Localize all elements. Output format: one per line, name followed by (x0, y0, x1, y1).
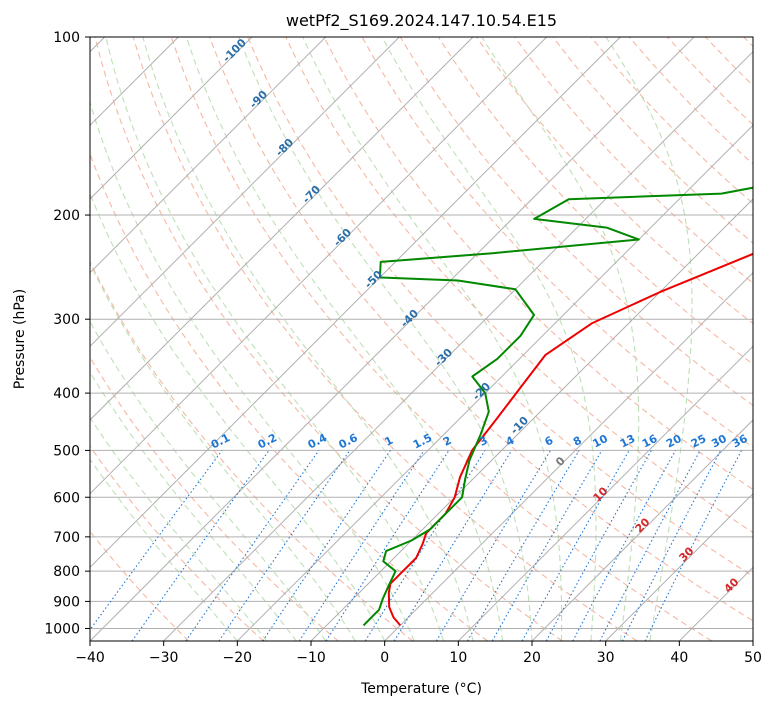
moist-adiabat-line (90, 416, 268, 641)
dry-adiabat-line (132, 37, 638, 641)
moist-adiabat-line (142, 37, 474, 641)
x-tick-label: 50 (744, 650, 762, 666)
moist-adiabat-line (605, 37, 693, 641)
isotherm-line (90, 37, 253, 200)
x-axis-label: Temperature (°C) (360, 681, 482, 697)
isotherm-line (90, 37, 548, 495)
moist-adiabat-line (105, 37, 445, 641)
mixing-ratio-line (131, 450, 270, 641)
dry-adiabat-line (90, 356, 339, 641)
dry-adiabat-line (285, 37, 753, 534)
moist-adiabat-line (90, 320, 327, 641)
isotherm-line (90, 37, 621, 569)
isotherm-line (236, 124, 753, 641)
x-tick-label: 20 (523, 650, 541, 666)
y-tick-label: 100 (53, 30, 80, 46)
isotherm-line (163, 50, 753, 641)
moist-adiabat-line (90, 262, 356, 641)
isotherm-line (531, 419, 753, 641)
isotherm-line (384, 271, 753, 641)
moist-adiabat-line (481, 37, 640, 641)
x-tick-label: −20 (223, 650, 253, 666)
mixing-ratio-line (644, 450, 742, 641)
moist-adiabat-line (90, 371, 297, 641)
dry-adiabat-line (208, 37, 753, 622)
y-tick-label: 700 (53, 530, 80, 546)
mixing-ratio-label: 10 (590, 432, 610, 451)
y-tick-label: 800 (53, 564, 80, 580)
y-tick-label: 500 (53, 443, 80, 459)
dry-adiabat-line (323, 37, 753, 491)
y-tick-label: 200 (53, 208, 80, 224)
x-tick-label: 30 (597, 650, 615, 666)
y-tick-label: 400 (53, 386, 80, 402)
y-tick-label: 600 (53, 490, 80, 506)
background-lines (90, 37, 753, 641)
mixing-ratio-line (621, 450, 722, 641)
y-tick-label: 900 (53, 594, 80, 610)
y-axis-label: Pressure (hPa) (12, 289, 28, 389)
temperature-profile-line (387, 252, 753, 627)
dry-adiabat-line (94, 37, 563, 641)
dry-adiabat-line (170, 37, 712, 641)
x-tick-label: 0 (380, 650, 389, 666)
dry-adiabat-line (90, 445, 264, 641)
moist-adiabat-line (90, 192, 386, 641)
moist-adiabat-line (90, 458, 238, 641)
y-tick-label: 300 (53, 312, 80, 328)
moist-adiabat-line (381, 37, 597, 641)
dewpoint-profile-line (362, 186, 753, 627)
moist-adiabat-line (238, 37, 533, 641)
dry-adiabat-line (247, 37, 753, 577)
axis-ticks: −40 −30 −20 −10 0 10 20 30 40 50 100 200 300 400 500 60… (44, 30, 762, 666)
mixing-ratio-label: 20 (664, 432, 684, 451)
mixing-ratio-label: 30 (709, 432, 729, 451)
mixing-ratio-line (218, 450, 351, 641)
dry-adiabat-line (514, 37, 753, 284)
isotherm-line (90, 37, 474, 421)
mixing-ratio-line (298, 450, 425, 641)
mixing-ratio-line (521, 450, 630, 641)
mixing-ratio-line (90, 450, 223, 631)
x-tick-label: −30 (149, 650, 179, 666)
isotherm-line (90, 37, 400, 348)
mixing-ratio-line (572, 450, 676, 641)
dry-adiabat-line (476, 37, 753, 325)
mixing-ratio-label: 13 (618, 432, 638, 451)
mixing-ratio-line (325, 450, 450, 641)
mixing-ratio-line (262, 450, 391, 641)
x-tick-label: −10 (296, 650, 326, 666)
mixing-ratio-label: 36 (730, 432, 750, 451)
x-tick-label: −40 (75, 650, 105, 666)
mixing-ratio-line (393, 450, 513, 641)
mixing-ratio-line (545, 450, 652, 641)
y-tick-label: 1000 (44, 621, 80, 637)
plot-frame (89, 36, 754, 642)
isotherm-line (457, 345, 753, 641)
mixing-ratio-line (185, 450, 320, 641)
profile-lines (362, 186, 753, 627)
mixing-ratio-label: 25 (689, 432, 709, 451)
x-tick-label: 40 (670, 650, 688, 666)
chart-title: wetPf2_S169.2024.147.10.54.E15 (286, 11, 557, 31)
mixing-ratio-label: 16 (640, 432, 660, 451)
dry-adiabat-line (90, 260, 414, 641)
isotherm-line (90, 37, 327, 274)
isotherm-line (90, 37, 695, 641)
x-tick-label: 10 (449, 650, 467, 666)
isotherm-line (605, 492, 753, 641)
